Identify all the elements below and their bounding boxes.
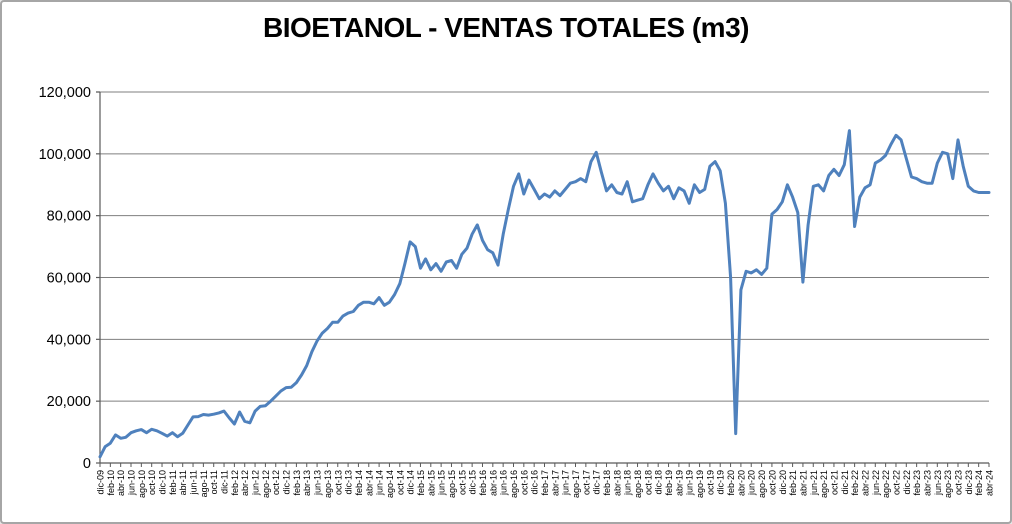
x-tick-label: feb-16 — [478, 470, 488, 496]
x-tick-label: jun-15 — [437, 470, 447, 496]
y-tick-label: 100,000 — [39, 147, 91, 163]
x-tick-label: abr-14 — [364, 470, 374, 496]
y-tick-label: 120,000 — [39, 85, 91, 101]
x-tick-label: abr-13 — [302, 470, 312, 496]
x-tick-label: abr-10 — [116, 470, 126, 496]
sales-line — [98, 129, 991, 459]
x-tick-label: feb-15 — [416, 470, 426, 496]
x-tick-label: abr-11 — [178, 470, 188, 495]
x-tick-label: oct-16 — [519, 470, 529, 495]
x-tick-label: abr-22 — [860, 470, 870, 496]
x-tick-label: feb-18 — [602, 470, 612, 496]
x-tick-label: ago-14 — [385, 470, 395, 498]
x-tick-label: feb-19 — [664, 470, 674, 496]
x-tick-label: abr-15 — [426, 470, 436, 496]
x-tick-label: abr-21 — [798, 470, 808, 496]
x-tick-label: jun-17 — [561, 470, 571, 496]
x-tick-label: feb-20 — [726, 470, 736, 496]
x-tick-label: feb-24 — [974, 470, 984, 496]
x-tick-label: jun-21 — [809, 470, 819, 496]
x-tick-label: abr-12 — [240, 470, 250, 496]
x-tick-label: oct-23 — [953, 470, 963, 495]
x-tick-label: dic-16 — [530, 470, 540, 495]
x-tick-label: abr-18 — [612, 470, 622, 496]
x-tick-label: jun-14 — [375, 470, 385, 496]
x-tick-label: abr-23 — [922, 470, 932, 496]
x-tick-label: ago-12 — [261, 470, 271, 498]
x-tick-label: oct-14 — [395, 470, 405, 495]
x-tick-label: ago-16 — [509, 470, 519, 498]
x-tick-label: abr-16 — [488, 470, 498, 496]
x-tick-label: dic-18 — [654, 470, 664, 495]
x-tick-label: ago-20 — [757, 470, 767, 498]
x-tick-label: dic-17 — [592, 470, 602, 495]
y-tick-label: 20,000 — [47, 394, 91, 410]
x-tick-label: ago-11 — [199, 470, 209, 497]
x-tick-label: feb-14 — [354, 470, 364, 496]
x-tick-label: feb-23 — [912, 470, 922, 496]
x-tick-label: abr-20 — [736, 470, 746, 496]
x-tick-label: dic-15 — [468, 470, 478, 495]
x-tick-label: dic-21 — [840, 470, 850, 495]
x-tick-label: abr-24 — [985, 470, 995, 496]
x-tick-label: feb-10 — [106, 470, 116, 496]
x-tick-label: dic-23 — [964, 470, 974, 495]
x-tick-label: ago-23 — [943, 470, 953, 498]
x-tick-label: dic-12 — [282, 470, 292, 495]
x-tick-label: oct-17 — [581, 470, 591, 495]
x-tick-label: ago-21 — [819, 470, 829, 498]
x-tick-label: jun-13 — [313, 470, 323, 496]
y-tick-label: 0 — [83, 456, 91, 472]
x-tick-label: dic-20 — [778, 470, 788, 495]
x-tick-label: oct-10 — [147, 470, 157, 495]
x-tick-label: ago-15 — [447, 470, 457, 498]
x-tick-label: dic-14 — [406, 470, 416, 495]
y-tick-label: 40,000 — [47, 332, 91, 348]
x-tick-label: feb-21 — [788, 470, 798, 496]
x-tick-label: feb-12 — [230, 470, 240, 496]
x-tick-label: jun-12 — [251, 470, 261, 496]
x-tick-label: dic-22 — [902, 470, 912, 495]
x-tick-label: jun-23 — [933, 470, 943, 496]
x-tick-label: ago-18 — [633, 470, 643, 498]
x-tick-label: oct-21 — [829, 470, 839, 495]
x-tick-label: oct-15 — [457, 470, 467, 495]
x-tick-label: jun-16 — [499, 470, 509, 496]
x-tick-label: oct-19 — [705, 470, 715, 495]
x-tick-label: feb-11 — [168, 470, 178, 495]
x-tick-label: oct-18 — [643, 470, 653, 495]
x-tick-label: ago-17 — [571, 470, 581, 498]
x-tick-label: dic-19 — [716, 470, 726, 495]
x-tick-label: jun-22 — [871, 470, 881, 496]
x-tick-label: abr-19 — [674, 470, 684, 496]
x-tick-label: jun-19 — [685, 470, 695, 496]
x-tick-label: jun-10 — [127, 470, 137, 496]
x-tick-label: jun-18 — [623, 470, 633, 496]
x-tick-label: feb-17 — [540, 470, 550, 496]
x-tick-label: oct-11 — [209, 470, 219, 494]
x-tick-label: ago-19 — [695, 470, 705, 498]
x-tick-label: dic-13 — [344, 470, 354, 495]
x-tick-label: oct-22 — [891, 470, 901, 495]
x-tick-label: ago-22 — [881, 470, 891, 498]
x-tick-label: jun-20 — [747, 470, 757, 496]
x-tick-label: oct-13 — [333, 470, 343, 495]
y-tick-label: 80,000 — [47, 209, 91, 225]
x-tick-label: feb-22 — [850, 470, 860, 496]
y-tick-label: 60,000 — [47, 271, 91, 287]
x-tick-label: jun-11 — [189, 470, 199, 495]
x-tick-label: abr-17 — [550, 470, 560, 496]
chart-title: BIOETANOL - VENTAS TOTALES (m3) — [263, 12, 749, 43]
x-tick-label: ago-13 — [323, 470, 333, 498]
x-tick-label: oct-20 — [767, 470, 777, 495]
x-tick-label: dic-10 — [158, 470, 168, 495]
x-tick-label: ago-10 — [137, 470, 147, 498]
x-tick-label: dic-09 — [96, 470, 106, 495]
x-tick-label: oct-12 — [271, 470, 281, 495]
x-tick-label: dic-11 — [220, 470, 230, 494]
x-tick-label: feb-13 — [292, 470, 302, 496]
